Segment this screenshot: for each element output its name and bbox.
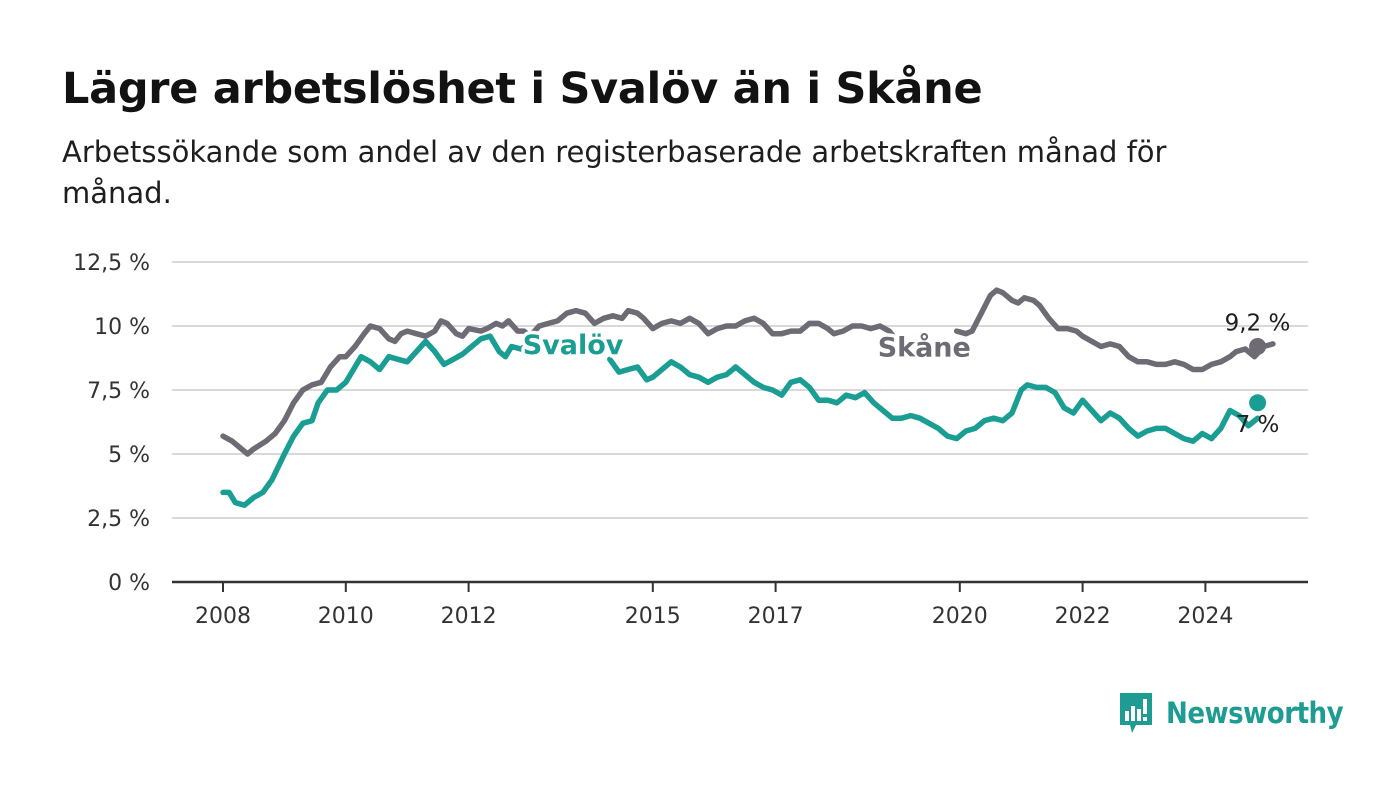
svalov-series-label: Svalöv [523,330,624,361]
skane-end-point [1249,337,1267,355]
y-axis-ticks: 0 % 2,5 % 5 % 7,5 % 10 % 12,5 % [73,251,150,596]
newsworthy-logo: Newsworthy [1118,690,1344,736]
skane-end-label: 9,2 % [1225,310,1291,336]
y-tick-label: 0 % [108,571,150,596]
y-tick-label: 2,5 % [87,507,150,532]
x-tick-label: 2010 [318,604,374,629]
svalov-end-point [1249,394,1267,412]
bar-chart-speech-bubble-icon [1120,693,1152,733]
x-axis-ticks: 2008 2010 2012 2015 2017 2020 2022 2024 [195,582,1233,629]
gridlines [172,261,1308,584]
y-tick-label: 10 % [94,315,150,340]
x-tick-label: 2017 [748,604,804,629]
x-tick-label: 2020 [932,604,988,629]
svalov-end-label: 7 % [1236,412,1280,438]
chart-subtitle: Arbetssökande som andel av den registerb… [62,135,1167,210]
y-tick-label: 12,5 % [73,251,150,276]
skane-series-label: Skåne [878,331,971,363]
x-tick-label: 2008 [195,604,251,629]
svalov-line [220,333,542,508]
y-tick-label: 7,5 % [87,379,150,404]
y-tick-label: 5 % [108,443,150,468]
skane-line [953,287,1276,373]
series-labels: 9,2 % Skåne 7 % Svalöv [519,310,1291,438]
line-chart: 0 %2,5 %5 %7,5 %10 %12,5 % 2008 2010 2012 2… [73,251,1308,629]
x-tick-label: 2022 [1055,604,1111,629]
x-tick-label: 2012 [441,604,497,629]
logo-wordmark: Newsworthy [1166,696,1344,730]
skane-line [220,307,905,457]
svalov-line [607,356,1261,444]
chart-title: Lägre arbetslöshet i Svalöv än i Skåne [62,64,983,114]
x-tick-label: 2015 [625,604,681,629]
series-lines [220,287,1276,508]
x-tick-label: 2024 [1177,604,1233,629]
